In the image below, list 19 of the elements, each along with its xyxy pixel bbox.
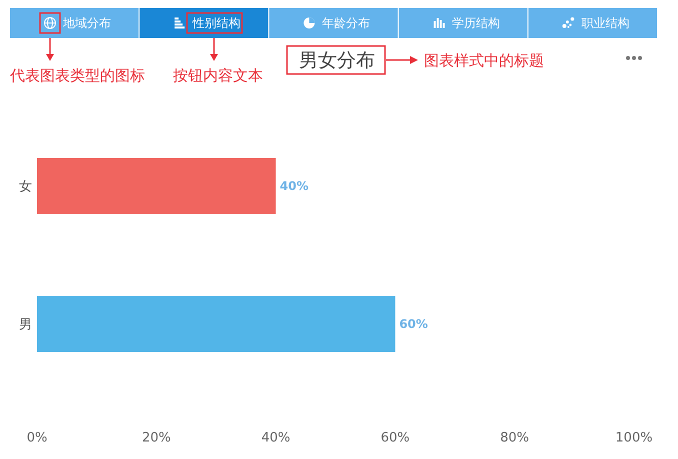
text: 性别结构 (192, 16, 241, 30)
text: 按钮内容文本 (173, 66, 263, 84)
y-tick-label: 男 (19, 318, 32, 333)
x-tick-label: 100% (615, 430, 653, 446)
text: 地域分布 (62, 16, 111, 30)
text: 学历结构 (452, 16, 500, 30)
chart-title: 男女分布 (299, 50, 375, 72)
x-tick-label: 80% (500, 430, 530, 446)
data-label: 60% (399, 317, 428, 332)
x-tick-label: 40% (261, 430, 290, 446)
text: 图表样式中的标题 (424, 51, 544, 70)
text: 代表图表类型的图标 (9, 66, 145, 84)
y-tick-label: 女 (19, 180, 32, 194)
x-tick-label: 0% (26, 430, 48, 446)
text: 年龄分布 (322, 16, 370, 30)
text: 职业结构 (581, 16, 630, 30)
data-label: 40% (280, 179, 309, 194)
x-tick-label: 20% (142, 430, 171, 446)
x-tick-label: 60% (380, 430, 410, 446)
